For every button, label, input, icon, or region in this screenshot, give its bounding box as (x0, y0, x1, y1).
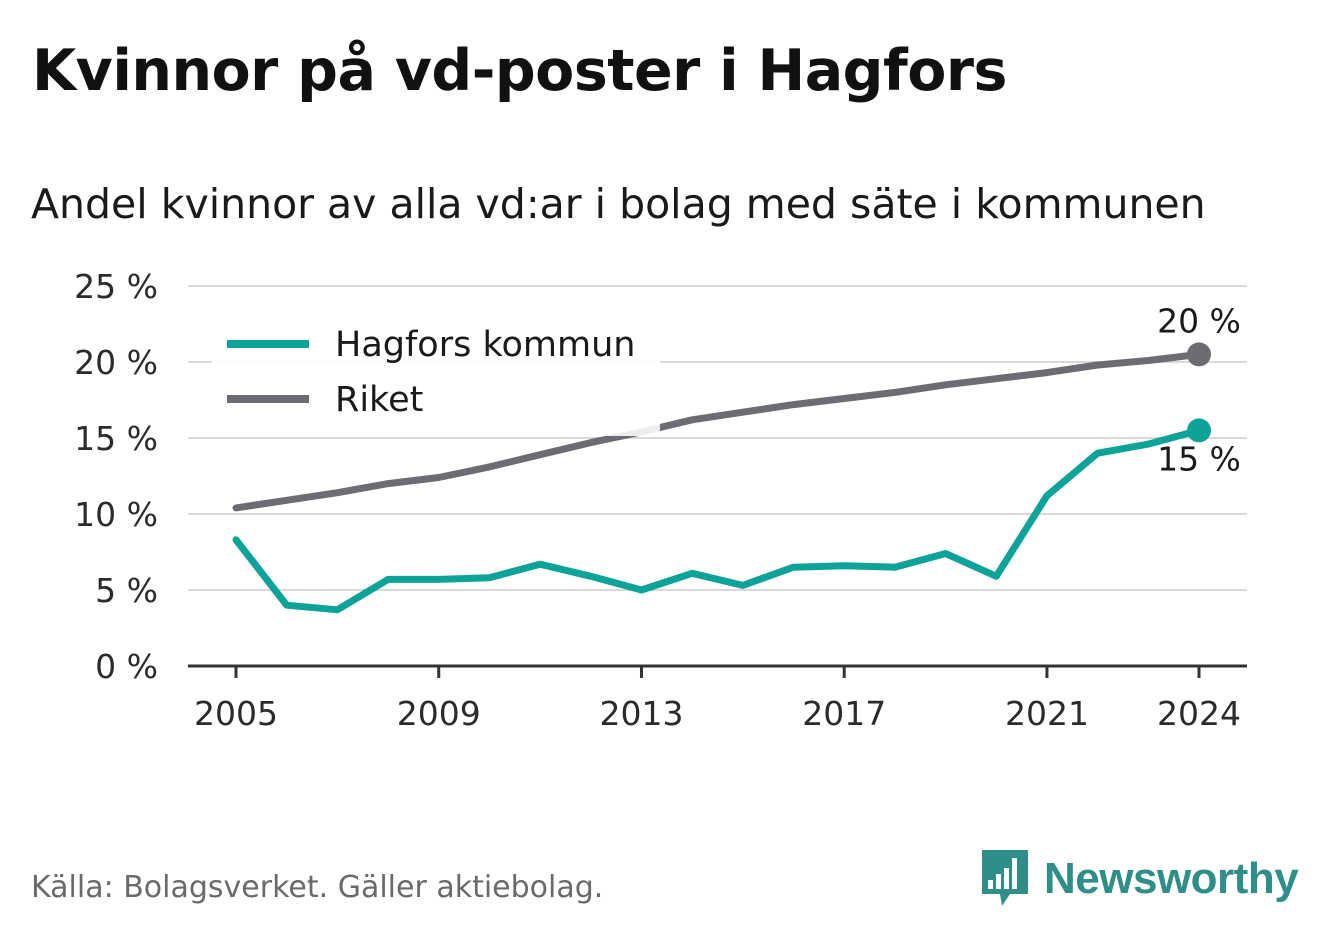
y-tick-label: 5 % (95, 571, 158, 610)
end-label-hagfors-kommun: 15 % (1157, 439, 1241, 478)
x-tick-label: 2009 (397, 694, 481, 733)
series-lines (232, 350, 1203, 614)
newsworthy-logo-icon (982, 850, 1028, 906)
endpoint-marker-hagfors-kommun (1187, 418, 1211, 443)
legend-background (212, 316, 660, 436)
y-tick-label: 0 % (95, 647, 158, 686)
x-tick-label: 2013 (599, 694, 683, 733)
y-tick-label: 20 % (74, 343, 158, 382)
x-tick-label: 2005 (194, 694, 278, 733)
y-tick-label: 25 % (74, 267, 158, 306)
x-tick-label: 2024 (1157, 694, 1241, 733)
chart-subtitle: Andel kvinnor av alla vd:ar i bolag med … (31, 180, 1206, 228)
brand-logo: Newsworthy (980, 848, 1299, 910)
legend-label-riket: Riket (335, 380, 423, 420)
y-axis-ticks: 0 % 5 % 10 % 15 % 20 % 25 % (74, 267, 158, 686)
source-note: Källa: Bolagsverket. Gäller aktiebolag. (31, 870, 604, 905)
y-tick-label: 15 % (74, 419, 158, 458)
x-tick-label: 2021 (1005, 694, 1089, 733)
x-axis: 2005 2009 2013 2017 2021 2024 (188, 664, 1247, 733)
legend-label-hagfors: Hagfors kommun (335, 325, 635, 365)
chart-title: Kvinnor på vd-poster i Hagfors (32, 38, 1007, 104)
series-line-hagfors-kommun (232, 426, 1203, 614)
x-tick-label: 2017 (802, 694, 886, 733)
brand-name: Newsworthy (1044, 854, 1299, 903)
endpoint-marker-riket (1187, 342, 1211, 367)
series-endpoints: 15 % 20 % (1157, 301, 1241, 478)
end-label-riket: 20 % (1157, 301, 1241, 340)
y-tick-label: 10 % (74, 495, 158, 534)
legend: Hagfors kommun Riket (212, 316, 660, 436)
series-line-riket (232, 350, 1203, 512)
